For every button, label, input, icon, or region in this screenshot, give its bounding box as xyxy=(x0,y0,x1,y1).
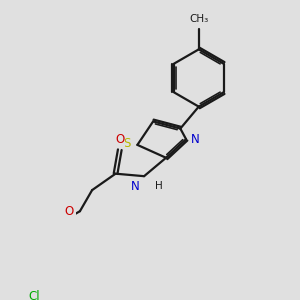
Text: CH₃: CH₃ xyxy=(189,14,208,24)
Text: O: O xyxy=(115,133,124,146)
Text: H: H xyxy=(155,181,163,191)
Text: N: N xyxy=(191,133,200,146)
Text: Cl: Cl xyxy=(28,290,40,300)
Text: S: S xyxy=(124,137,131,150)
Text: N: N xyxy=(131,180,140,193)
Text: O: O xyxy=(64,205,74,218)
